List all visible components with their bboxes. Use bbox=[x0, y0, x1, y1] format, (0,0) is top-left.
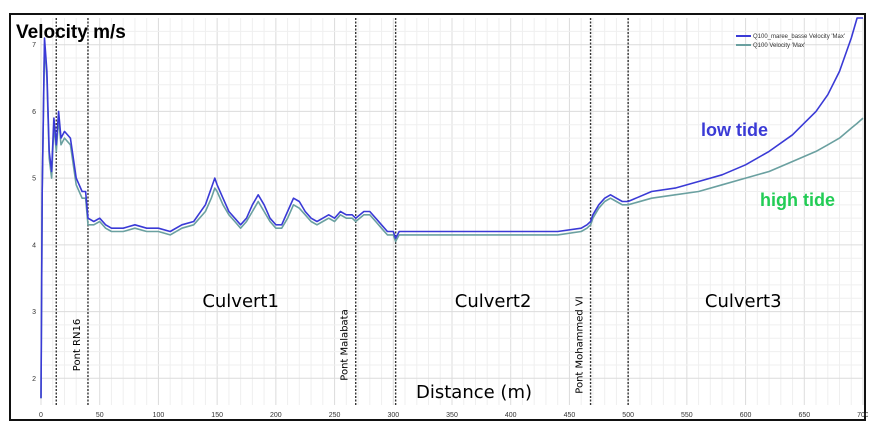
x-tick-label: 450 bbox=[564, 412, 576, 419]
y-tick-label: 4 bbox=[32, 242, 36, 249]
chart-frame: Pont RN16 Pont Malabata Pont Mohammed VI 0… bbox=[9, 13, 868, 421]
x-tick-label: 0 bbox=[39, 412, 43, 419]
x-tick-label: 50 bbox=[96, 412, 104, 419]
series-line bbox=[40, 43, 864, 399]
y-tick-label: 3 bbox=[32, 309, 36, 316]
axis-ticks: 0 50 100 150 200 250 300 350 400 450 500 550 600 650 7… bbox=[32, 42, 868, 419]
y-tick-label: 7 bbox=[32, 42, 36, 49]
region-label: Culvert1 bbox=[202, 291, 279, 312]
legend-label-low-tide: Q100_maree_basse Velocity 'Max' bbox=[753, 34, 845, 40]
bridge-label: Pont Malabata bbox=[340, 309, 351, 380]
x-tick-label: 700 bbox=[857, 412, 868, 419]
x-tick-label: 250 bbox=[329, 412, 341, 419]
x-tick-label: 500 bbox=[622, 412, 634, 419]
legend-label-high-tide: Q100 Velocity 'Max' bbox=[753, 43, 805, 49]
y-axis-label: Velocity m/s bbox=[16, 22, 126, 43]
region-label: Culvert2 bbox=[455, 291, 532, 312]
annotation-low-tide: low tide bbox=[701, 120, 768, 140]
region-labels: Culvert1 Culvert2 Culvert3 bbox=[202, 291, 781, 312]
legend: Q100_maree_basse Velocity 'Max' Q100 Vel… bbox=[736, 34, 845, 49]
x-tick-label: 650 bbox=[798, 412, 810, 419]
grid bbox=[40, 18, 864, 405]
x-tick-label: 200 bbox=[270, 412, 282, 419]
x-tick-label: 600 bbox=[740, 412, 752, 419]
x-tick-label: 400 bbox=[505, 412, 517, 419]
bridge-lines: Pont RN16 Pont Malabata Pont Mohammed VI bbox=[55, 18, 629, 405]
series-group bbox=[40, 17, 864, 399]
x-tick-label: 350 bbox=[446, 412, 458, 419]
x-tick-label: 150 bbox=[211, 412, 223, 419]
y-tick-label: 6 bbox=[32, 109, 36, 116]
x-tick-label: 300 bbox=[387, 412, 399, 419]
bridge-label: Pont RN16 bbox=[72, 319, 83, 371]
series-line bbox=[40, 17, 863, 399]
velocity-chart: Pont RN16 Pont Malabata Pont Mohammed VI 0… bbox=[16, 17, 868, 419]
x-axis-label: Distance (m) bbox=[416, 382, 532, 403]
region-label: Culvert3 bbox=[705, 291, 782, 312]
bridge-label: Pont Mohammed VI bbox=[575, 296, 586, 393]
x-tick-label: 100 bbox=[153, 412, 165, 419]
y-tick-label: 2 bbox=[32, 376, 36, 383]
y-tick-label: 5 bbox=[32, 176, 36, 183]
annotation-high-tide: high tide bbox=[760, 190, 835, 210]
x-tick-label: 550 bbox=[681, 412, 693, 419]
